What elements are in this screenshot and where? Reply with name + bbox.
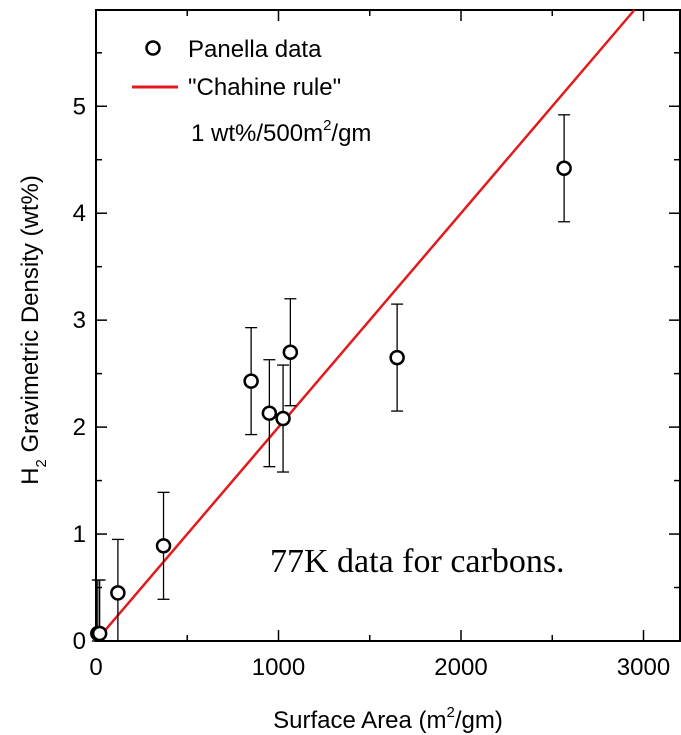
x-tick-label: 3000	[617, 654, 670, 681]
y-tick-label: 4	[73, 200, 86, 227]
chahine-rule-line	[95, 9, 636, 642]
y-tick-label: 5	[73, 93, 86, 120]
x-tick-label: 1000	[252, 654, 305, 681]
data-point	[155, 538, 172, 554]
y-axis-title: H2 Gravimetric Density (wt%)	[17, 175, 50, 485]
legend: Panella data "Chahine rule" 1 wt%/500m2/…	[132, 36, 371, 147]
legend-label-chahine: "Chahine rule"	[188, 74, 341, 101]
x-tick-label: 2000	[434, 654, 487, 681]
data-point	[243, 373, 259, 389]
annotation-text: 77K data for carbons.	[270, 543, 565, 580]
data-point-group	[243, 326, 259, 436]
y-tick-label: 2	[73, 414, 86, 441]
y-tick-label: 1	[73, 521, 86, 548]
data-point-group	[155, 491, 172, 600]
data-point-group	[91, 579, 108, 642]
data-point	[389, 349, 405, 366]
y-tick-label: 3	[73, 307, 86, 334]
data-point-group	[556, 114, 572, 223]
x-axis-title: Surface Area (m2/gm)	[273, 704, 503, 734]
data-point	[110, 585, 126, 601]
data-point	[261, 405, 278, 421]
ticks-layer: 0 1000 2000 3000 0 1 2 3 4 5	[73, 10, 680, 681]
legend-label-panella: Panella data	[188, 36, 322, 63]
data-point-group	[275, 364, 291, 473]
plot-frame	[95, 9, 681, 642]
data-point	[275, 410, 291, 427]
legend-circle-marker	[145, 40, 161, 56]
data-point-group	[261, 359, 278, 468]
data-point-group	[389, 303, 405, 412]
data-point	[556, 160, 572, 177]
data-point	[282, 344, 299, 360]
legend-note: 1 wt%/500m2/gm	[191, 117, 371, 147]
data-point-group	[110, 538, 126, 642]
marks-layer	[90, 9, 636, 642]
data-point	[91, 625, 108, 642]
x-tick-label: 0	[89, 654, 102, 681]
y-tick-label: 0	[73, 628, 86, 655]
data-point-group	[282, 298, 299, 407]
